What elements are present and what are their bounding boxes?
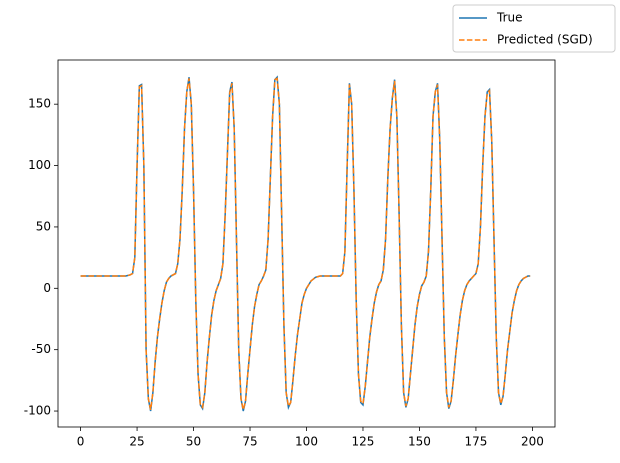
legend-label: True xyxy=(496,11,523,25)
y-tick-label: -50 xyxy=(31,342,51,356)
x-tick-label: 175 xyxy=(464,435,487,449)
y-tick-label: -100 xyxy=(24,404,51,418)
x-tick-label: 100 xyxy=(295,435,318,449)
legend-box xyxy=(452,4,616,53)
data-line xyxy=(80,77,531,411)
y-tick-label: 100 xyxy=(28,158,51,172)
y-tick-label: 0 xyxy=(43,281,51,295)
legend-label: Predicted (SGD) xyxy=(497,33,593,47)
x-tick-label: 25 xyxy=(129,435,144,449)
x-tick-label: 50 xyxy=(186,435,201,449)
x-tick-label: 150 xyxy=(408,435,431,449)
plot-area xyxy=(57,59,556,428)
y-tick-label: 150 xyxy=(28,97,51,111)
data-line xyxy=(80,75,531,412)
x-tick-label: 125 xyxy=(352,435,375,449)
x-tick-label: 0 xyxy=(77,435,85,449)
x-tick-label: 75 xyxy=(242,435,257,449)
y-tick-label: 50 xyxy=(36,219,51,233)
x-tick-label: 200 xyxy=(521,435,544,449)
